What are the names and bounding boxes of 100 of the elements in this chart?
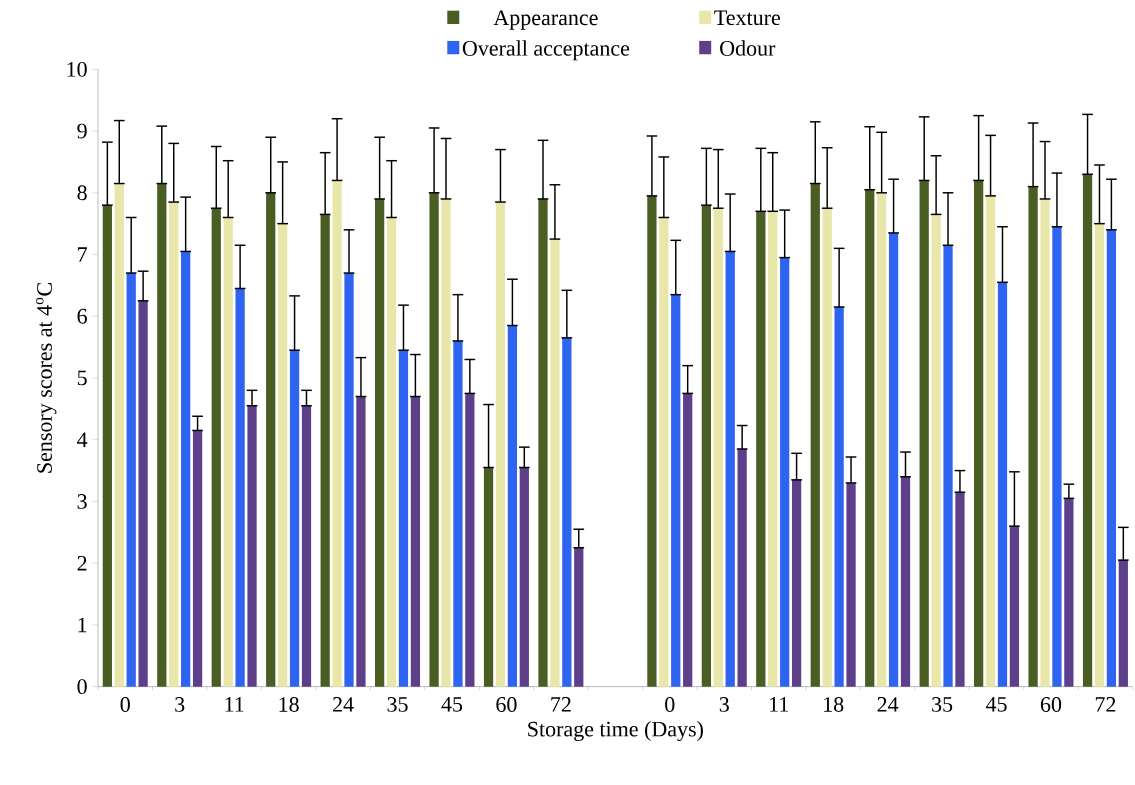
bar (919, 180, 929, 687)
bar (386, 217, 397, 687)
bar (538, 198, 548, 687)
legend-label: Texture (714, 10, 780, 26)
bar (507, 325, 518, 687)
bar (169, 202, 179, 687)
bar (453, 340, 463, 687)
y-tick-label: 8 (77, 185, 87, 201)
x-axis-title: Storage time (Days) (528, 721, 703, 742)
bar (211, 208, 221, 687)
x-tick-label: 18 (279, 697, 299, 712)
bar (888, 232, 899, 687)
bar (266, 192, 276, 687)
bar (1118, 560, 1128, 687)
bar (332, 180, 342, 687)
x-tick-label: 0 (665, 697, 675, 712)
x-tick-label: 3 (719, 697, 729, 712)
y-tick-label: 7 (78, 247, 87, 262)
bar (562, 337, 572, 687)
y-tick-label: 10 (67, 61, 87, 77)
bar (235, 288, 245, 687)
bar (126, 273, 136, 687)
bar (756, 211, 766, 687)
x-tick-label: 60 (1040, 697, 1062, 712)
bar (1052, 226, 1062, 687)
bar (997, 282, 1008, 687)
bar (701, 205, 711, 687)
bar (398, 350, 409, 687)
bar (429, 192, 439, 687)
x-tick-label: 11 (225, 697, 244, 712)
bar (181, 251, 191, 687)
bar (877, 192, 887, 687)
bar (834, 307, 844, 687)
legend-label: Appearance (493, 10, 598, 30)
bar (865, 189, 875, 687)
x-tick-label: 35 (387, 697, 408, 712)
x-tick-label: 18 (824, 697, 844, 712)
bar (671, 294, 681, 687)
y-tick-label: 6 (77, 308, 87, 324)
bar (780, 257, 790, 687)
bar (157, 183, 167, 687)
bar (659, 217, 669, 687)
bar (1040, 198, 1050, 687)
x-tick-label: 24 (333, 697, 354, 712)
bar (301, 405, 312, 687)
y-tick-label: 4 (77, 432, 88, 447)
bar (138, 300, 148, 687)
bar (737, 448, 747, 687)
bar (810, 183, 820, 687)
bar (223, 217, 233, 687)
bar (1064, 498, 1074, 687)
x-tick-label: 45 (441, 697, 463, 712)
y-tick-label: 3 (77, 494, 87, 509)
bar (375, 198, 385, 687)
bar (985, 195, 996, 687)
bar (356, 396, 366, 687)
x-tick-label: 72 (551, 697, 571, 712)
x-tick-label: 35 (932, 697, 953, 712)
bar (846, 482, 856, 687)
bar (289, 350, 300, 687)
y-tick-label: 1 (78, 617, 87, 633)
legend-label: Odour (720, 40, 776, 56)
bar (483, 467, 494, 687)
bar (247, 405, 257, 687)
x-tick-label: 0 (120, 697, 130, 712)
x-tick-label: 24 (877, 697, 899, 712)
bar (725, 251, 735, 687)
bar (519, 467, 529, 687)
x-tick-label: 72 (1095, 697, 1116, 712)
x-tick-label: 3 (175, 697, 185, 712)
bar (320, 214, 330, 687)
bar (943, 245, 953, 687)
y-tick-label: 5 (77, 370, 87, 386)
bar (1028, 186, 1038, 687)
x-tick-label: 45 (985, 697, 1007, 712)
legend-label: Overall acceptance (462, 40, 630, 61)
y-tick-label: 2 (77, 555, 87, 571)
bar (550, 239, 560, 687)
bar (791, 479, 802, 687)
bar (441, 198, 451, 687)
x-tick-label: 60 (496, 697, 517, 712)
bar (1082, 174, 1093, 687)
bar (768, 211, 778, 687)
bar (683, 393, 693, 687)
bar (1094, 223, 1105, 687)
bar (192, 430, 203, 687)
y-axis-title: Sensory scores at 4$^{o}$C (36, 283, 57, 473)
bar (713, 208, 723, 687)
y-tick-label: 9 (77, 123, 87, 139)
bar (1009, 526, 1020, 687)
bar (278, 223, 288, 687)
bar (102, 205, 112, 687)
bar (647, 195, 657, 687)
bar (344, 273, 354, 687)
bar (955, 492, 965, 687)
bar (495, 202, 506, 687)
bar (931, 214, 941, 687)
bar (465, 393, 475, 687)
bar (974, 180, 984, 687)
bar (900, 476, 911, 687)
